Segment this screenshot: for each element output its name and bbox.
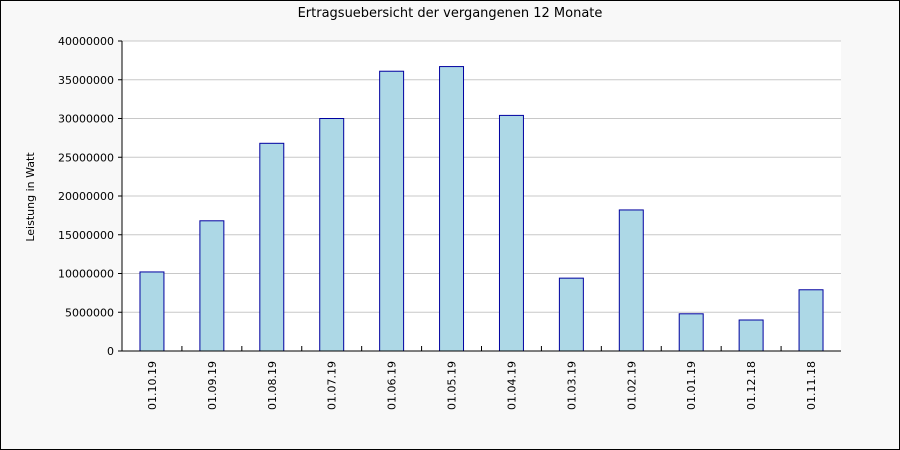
bar-01-10-19 (139, 271, 165, 352)
x-tick-label: 01.09.19 (206, 361, 219, 410)
bar-01-01-19 (678, 313, 704, 352)
x-tick-label: 01.02.19 (625, 361, 638, 410)
y-tick-label: 0 (107, 345, 114, 358)
y-axis-label: Leistung in Watt (24, 152, 37, 242)
bar-01-06-19 (379, 70, 405, 352)
x-axis-ticks: 01.10.19 01.09.19 01.08.19 01.07.19 01.06.19… (146, 346, 818, 410)
y-tick-label: 20000000 (58, 190, 114, 203)
y-tick-label: 30000000 (58, 113, 114, 126)
y-tick-label: 15000000 (58, 229, 114, 242)
bar-01-07-19 (319, 118, 345, 352)
bar-01-12-18 (738, 319, 764, 352)
bar-01-11-18 (798, 289, 824, 352)
grid-lines (122, 40, 841, 313)
x-tick-label: 01.08.19 (266, 361, 279, 410)
x-tick-label: 01.10.19 (146, 361, 159, 410)
bar-01-09-19 (199, 220, 225, 352)
bar-01-05-19 (439, 66, 465, 352)
x-tick-label: 01.01.19 (685, 361, 698, 410)
y-tick-label: 40000000 (58, 35, 114, 48)
chart-title: Ertragsuebersicht der vergangenen 12 Mon… (298, 6, 603, 21)
x-tick-label: 01.11.18 (805, 361, 818, 410)
bar-01-03-19 (558, 277, 584, 352)
x-tick-label: 01.12.18 (745, 361, 758, 410)
x-tick-label: 01.06.19 (386, 361, 399, 410)
bar-01-02-19 (618, 209, 644, 352)
x-tick-label: 01.07.19 (326, 361, 339, 410)
x-tick-label: 01.05.19 (446, 361, 459, 410)
y-tick-label: 35000000 (58, 74, 114, 87)
y-axis-ticks: 0 5000000 10000000 15000000 20000000 25000000… (58, 35, 122, 358)
y-tick-label: 25000000 (58, 151, 114, 164)
x-tick-label: 01.04.19 (505, 361, 518, 410)
y-tick-label: 10000000 (58, 268, 114, 281)
bar-01-08-19 (259, 142, 285, 352)
x-tick-label: 01.03.19 (565, 361, 578, 410)
bar-01-04-19 (498, 114, 524, 352)
y-tick-label: 5000000 (65, 306, 114, 319)
